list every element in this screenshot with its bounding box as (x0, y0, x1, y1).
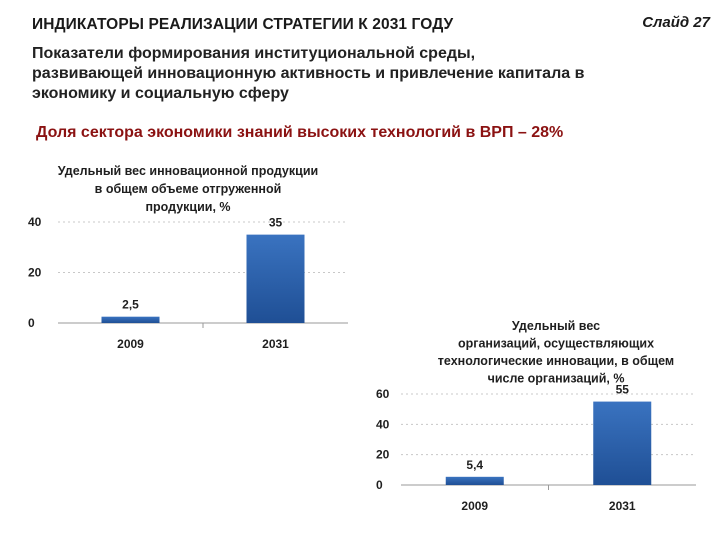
chart-caption-line: числе организаций, % (488, 372, 625, 386)
subtitle-line: Показатели формирования институционально… (32, 45, 476, 62)
category-label: 2031 (609, 499, 636, 513)
data-label: 2,5 (122, 298, 139, 312)
bar-2009 (101, 316, 160, 323)
bar-2031 (593, 401, 652, 485)
chart-innovating-organizations: Удельный вес организаций, осуществляющих т… (366, 318, 706, 528)
slide-subtitle: Показатели формирования институционально… (32, 44, 672, 104)
data-label: 5,4 (466, 458, 483, 472)
category-label: 2031 (262, 337, 289, 351)
bar-2031 (246, 234, 305, 323)
highlight-text: Доля сектора экономики знаний высоких те… (36, 124, 564, 141)
category-label: 2009 (461, 499, 488, 513)
y-tick-label: 40 (28, 215, 42, 229)
y-tick-label: 60 (376, 387, 390, 401)
chart-innovative-products: Удельный вес инновационной продукции в об… (28, 158, 358, 358)
subtitle-line: экономику и социальную сферу (32, 85, 289, 102)
chart-caption-line: Удельный вес (512, 319, 600, 333)
slide-number: Слайд 27 (642, 14, 710, 31)
chart-caption-line: организаций, осуществляющих (458, 337, 654, 351)
chart-caption-line: в общем объеме отгруженной (95, 182, 282, 196)
chart-innovative-products-svg: Удельный вес инновационной продукции в об… (28, 164, 348, 351)
chart-innovating-organizations-svg: Удельный вес организаций, осуществляющих т… (376, 319, 696, 513)
slide-title: ИНДИКАТОРЫ РЕАЛИЗАЦИИ СТРАТЕГИИ К 2031 Г… (32, 16, 454, 33)
data-label: 55 (616, 383, 630, 397)
slide-header: ИНДИКАТОРЫ РЕАЛИЗАЦИИ СТРАТЕГИИ К 2031 Г… (30, 14, 710, 38)
data-label: 35 (269, 216, 283, 230)
y-tick-label: 20 (28, 266, 42, 280)
y-tick-label: 0 (28, 316, 35, 330)
category-label: 2009 (117, 337, 144, 351)
y-tick-label: 40 (376, 417, 390, 431)
chart-caption-line: технологические инновации, в общем (438, 354, 674, 368)
y-tick-label: 0 (376, 478, 383, 492)
chart-caption-line: продукции, % (145, 200, 230, 214)
chart-caption-line: Удельный вес инновационной продукции (58, 164, 318, 178)
y-tick-label: 20 (376, 448, 390, 462)
bar-2009 (445, 476, 504, 485)
subtitle-line: развивающей инновационную активность и п… (32, 65, 585, 82)
